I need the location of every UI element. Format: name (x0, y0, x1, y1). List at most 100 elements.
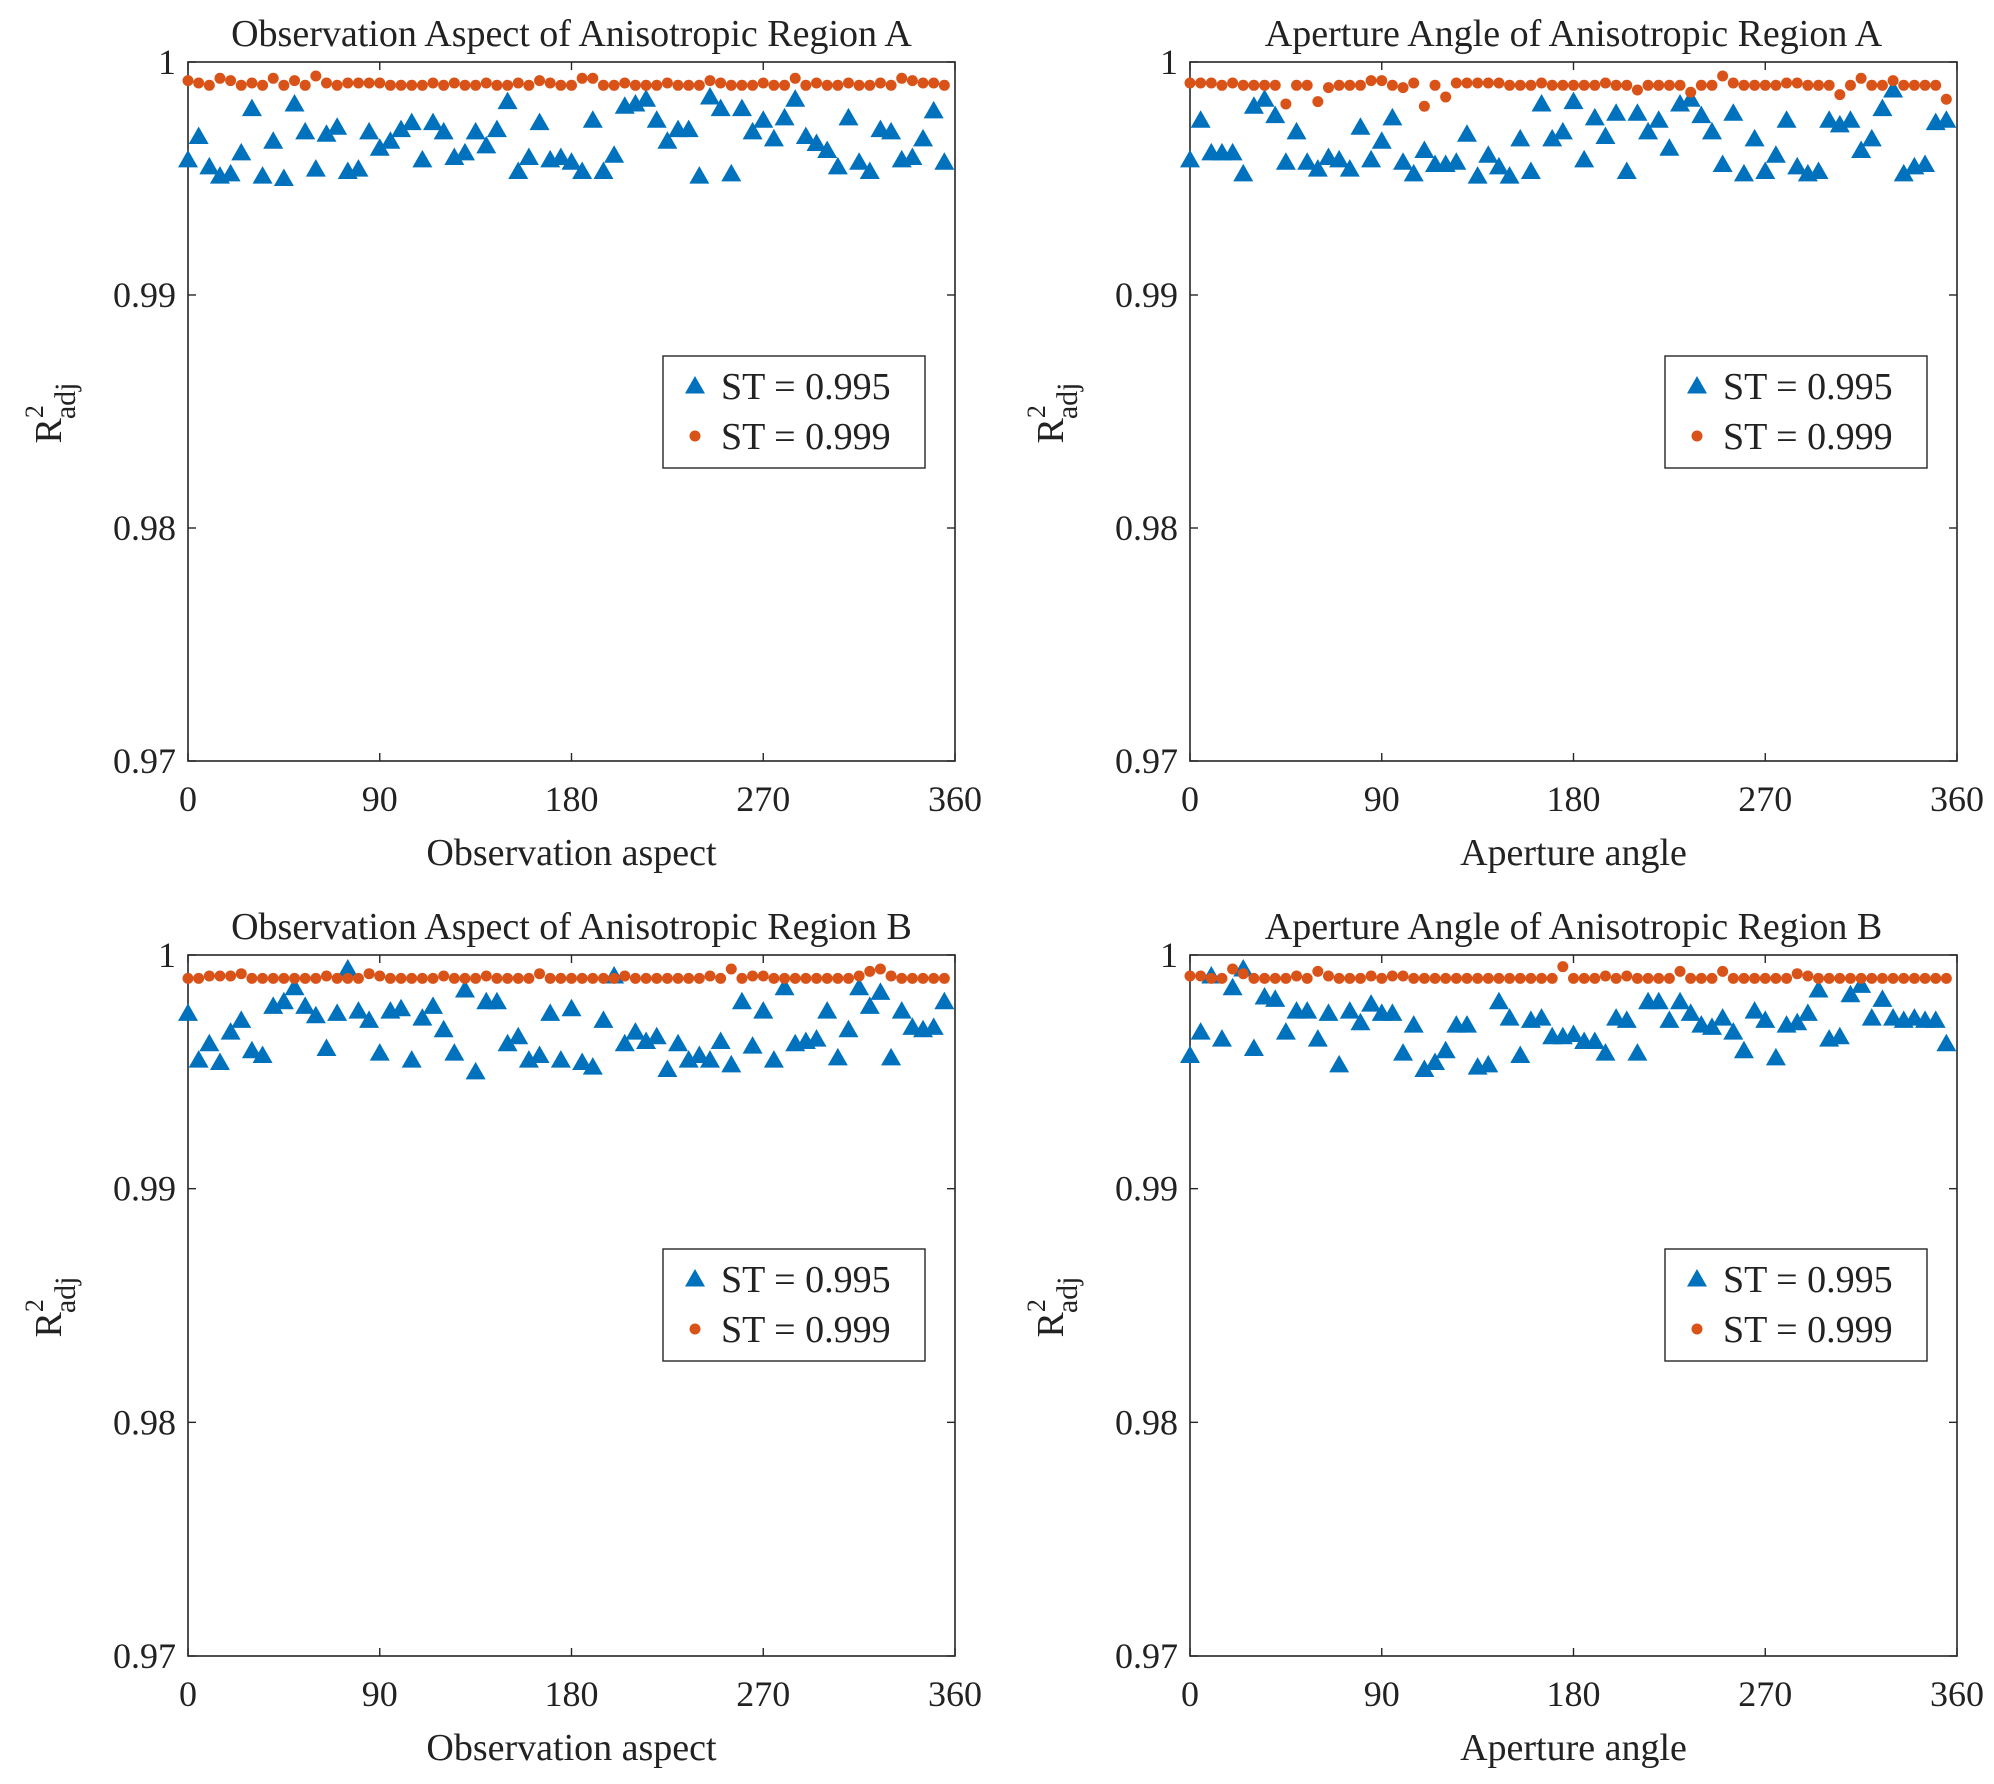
data-point-circle (1908, 79, 1920, 91)
data-point-circle (1653, 79, 1665, 91)
y-tick-label: 0.99 (1115, 1169, 1178, 1209)
y-axis-label-main: R (28, 1312, 70, 1338)
data-point-circle (1674, 79, 1686, 91)
data-point-triangle (1787, 1012, 1808, 1031)
data-point-circle (1876, 79, 1888, 91)
data-point-circle (1408, 77, 1420, 89)
data-point-triangle (636, 1031, 657, 1049)
data-point-triangle (1531, 1008, 1552, 1026)
data-point-circle (1376, 75, 1388, 87)
data-point-triangle (731, 991, 752, 1010)
data-point-circle (1823, 972, 1835, 984)
data-point-circle (427, 972, 439, 984)
data-point-triangle (369, 138, 390, 156)
data-point-triangle (327, 117, 348, 135)
data-point-triangle (817, 140, 838, 159)
data-point-circle (416, 972, 428, 984)
data-point-circle (1536, 77, 1548, 89)
data-point-circle (395, 972, 407, 984)
data-point-circle (1195, 77, 1207, 89)
y-axis-label: R2adj (1022, 382, 1084, 443)
data-point-circle (427, 77, 439, 89)
data-point-triangle (465, 1061, 486, 1080)
data-point-triangle (1563, 1024, 1584, 1042)
data-point-circle (1738, 79, 1750, 91)
data-point-circle (1663, 79, 1675, 91)
data-point-triangle (359, 1010, 380, 1028)
legend-marker-triangle (1687, 376, 1707, 394)
data-point-circle (1855, 72, 1867, 84)
data-point-triangle (423, 112, 444, 131)
data-point-triangle (561, 998, 582, 1017)
data-point-circle (1749, 79, 1761, 91)
data-point-triangle (636, 89, 657, 107)
data-point-triangle (1606, 103, 1627, 121)
data-point-circle (864, 79, 876, 91)
data-point-triangle (1723, 1022, 1744, 1040)
data-point-circle (864, 965, 876, 977)
data-point-circle (363, 77, 375, 89)
data-point-triangle (572, 161, 593, 180)
data-point-triangle (412, 1008, 433, 1026)
y-tick-label: 0.99 (113, 275, 176, 315)
data-point-circle (1216, 79, 1228, 91)
data-point-circle (1440, 972, 1452, 984)
data-point-triangle (657, 131, 678, 149)
data-point-triangle (199, 1033, 220, 1052)
data-point-circle (544, 972, 556, 984)
data-point-triangle (252, 166, 273, 184)
data-point-triangle (1446, 152, 1467, 170)
x-axis-label: Aperture angle (1460, 1727, 1687, 1769)
data-point-circle (1546, 79, 1558, 91)
data-point-circle (448, 972, 460, 984)
data-point-triangle (710, 1031, 731, 1049)
data-point-triangle (646, 110, 667, 128)
data-point-circle (1738, 972, 1750, 984)
data-point-triangle (934, 991, 955, 1010)
data-point-triangle (1829, 1026, 1850, 1045)
data-point-circle (768, 972, 780, 984)
data-point-circle (1354, 79, 1366, 91)
legend-marker-circle (689, 1323, 701, 1335)
data-point-circle (1791, 77, 1803, 89)
data-point-triangle (1659, 1010, 1680, 1028)
legend-marker-circle (689, 430, 701, 442)
data-point-circle (1940, 972, 1952, 984)
data-point-triangle (412, 149, 433, 168)
data-point-triangle (1350, 117, 1371, 135)
x-tick-label: 0 (1181, 779, 1199, 819)
data-point-circle (1386, 79, 1398, 91)
data-point-circle (1312, 96, 1324, 108)
data-point-circle (811, 972, 823, 984)
data-point-circle (1663, 972, 1675, 984)
data-point-circle (1621, 970, 1633, 982)
series-st-0999 (1184, 961, 1952, 984)
data-point-circle (438, 79, 450, 91)
data-point-circle (1195, 970, 1207, 982)
data-point-circle (874, 77, 886, 89)
data-point-triangle (849, 977, 870, 996)
data-point-triangle (1243, 1038, 1264, 1056)
x-tick-label: 0 (1181, 1674, 1199, 1714)
data-point-circle (683, 79, 695, 91)
y-tick-label: 0.98 (113, 508, 176, 548)
data-point-circle (874, 963, 886, 975)
data-point-triangle (1872, 989, 1893, 1007)
x-tick-label: 180 (1547, 1674, 1601, 1714)
chart-panel-2: Aperture Angle of Anisotropic Region A 0 9… (1022, 13, 1984, 874)
data-point-triangle (1222, 142, 1243, 161)
y-tick-label: 0.97 (113, 741, 176, 781)
data-point-circle (459, 972, 471, 984)
data-point-triangle (923, 1017, 944, 1035)
data-point-circle (1887, 972, 1899, 984)
data-point-triangle (1350, 1012, 1371, 1031)
data-point-circle (736, 79, 748, 91)
data-point-circle (747, 79, 759, 91)
data-point-circle (1685, 86, 1697, 98)
data-point-circle (544, 77, 556, 89)
data-point-circle (1227, 77, 1239, 89)
data-point-triangle (753, 1001, 774, 1019)
data-point-circle (1227, 963, 1239, 975)
data-point-triangle (241, 1040, 262, 1059)
legend: ST = 0.995 ST = 0.999 (662, 355, 926, 469)
